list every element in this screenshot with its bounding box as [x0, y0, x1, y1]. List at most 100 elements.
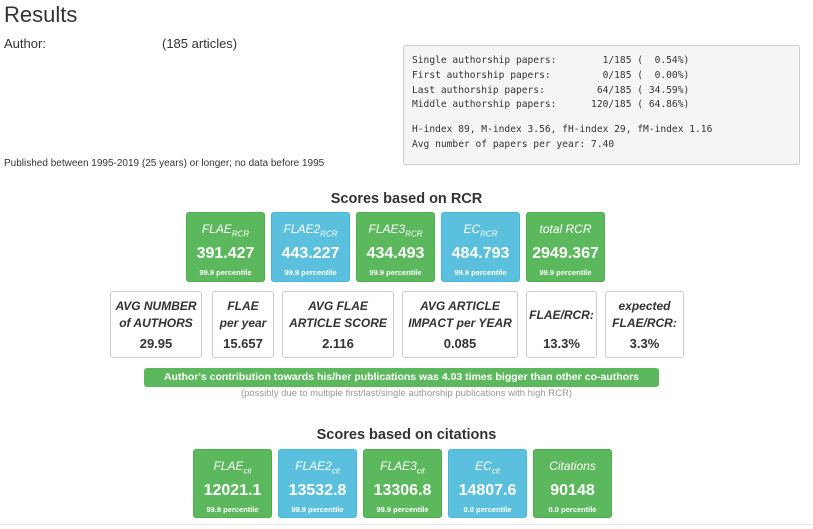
score-value: 90148 [550, 482, 595, 499]
score-tile: FLAE3RCR 434.493 99.9 percentile [356, 212, 435, 282]
stat-name-line: expected [618, 299, 671, 313]
score-subscript: cit [331, 466, 340, 476]
stat-value: 29.95 [139, 336, 173, 351]
score-tile: total RCR 2949.367 99.9 percentile [526, 212, 605, 282]
score-tile-name: Citations [549, 459, 596, 475]
stat-value: 0.085 [443, 336, 477, 351]
rcr-section-title: Scores based on RCR [330, 191, 483, 207]
score-name: Citations [549, 459, 596, 473]
stat-name-line: IMPACT per YEAR [408, 316, 512, 330]
stat-name: AVG FLAE ARTICLE SCORE [289, 297, 387, 333]
score-tile-name: FLAEcit [213, 459, 251, 475]
stat-name: AVG ARTICLE IMPACT per YEAR [408, 297, 512, 333]
score-percentile: 99.9 percentile [206, 505, 259, 514]
score-subscript: cit [416, 466, 425, 476]
score-name: FLAE [213, 459, 244, 473]
score-value: 443.227 [281, 245, 340, 262]
article-count: (185 articles) [162, 36, 238, 51]
score-value: 2949.367 [532, 245, 599, 262]
score-subscript: RCR [231, 229, 250, 239]
stat-name-line: FLAE/RCR: [529, 307, 594, 322]
stat-name: AVG NUMBER of AUTHORS [115, 297, 196, 333]
stat-value: 13.3% [543, 336, 580, 351]
score-value: 391.427 [196, 245, 255, 262]
score-percentile: 99.9 percentile [291, 505, 344, 514]
score-subscript: cit [243, 466, 252, 476]
stats-line: Single authorship papers: 1/185 ( 0.54%) [412, 55, 690, 66]
score-percentile: 99.9 percentile [369, 268, 422, 277]
score-name: FLAE [201, 222, 232, 236]
score-value: 12021.1 [203, 482, 262, 499]
score-name: EC [463, 222, 481, 236]
stat-value: 2.116 [322, 336, 354, 351]
score-percentile: 0.0 percentile [548, 505, 597, 514]
stat-box: expected FLAE/RCR: 3.3% [605, 291, 684, 358]
score-tile: FLAE2RCR 443.227 99.9 percentile [271, 212, 350, 282]
contribution-banner: Author's contribution towards his/her pu… [144, 368, 659, 387]
stat-name-line: of AUTHORS [119, 316, 193, 330]
stat-value: 3.3% [629, 336, 660, 351]
score-name: FLAE3 [368, 222, 406, 236]
stat-box: FLAE per year 15.657 [212, 291, 274, 358]
contribution-note: (possibly due to multiple first/last/sin… [240, 388, 573, 399]
stat-name: FLAE/RCR: [529, 297, 594, 333]
score-subscript: RCR [480, 229, 498, 239]
score-tile-name: FLAE2cit [295, 459, 340, 475]
score-tile: FLAEcit 12021.1 99.9 percentile [193, 449, 272, 518]
score-subscript: RCR [320, 229, 338, 239]
score-tile-name: total RCR [539, 222, 591, 238]
score-name: FLAE2 [295, 459, 332, 473]
score-value: 14807.6 [458, 482, 517, 499]
stat-name-line: FLAE [227, 299, 259, 313]
score-subscript: RCR [405, 229, 423, 239]
stats-line: Middle authorship papers: 120/185 ( 64.8… [412, 99, 690, 111]
author-label: Author: [4, 36, 46, 51]
score-tile: FLAE3cit 13306.8 99.9 percentile [363, 449, 442, 518]
stat-value: 15.657 [223, 336, 263, 351]
score-percentile: 99.9 percentile [376, 505, 429, 514]
stat-box: AVG NUMBER of AUTHORS 29.95 [110, 291, 202, 358]
stat-name-line: AVG NUMBER [115, 299, 197, 313]
stats-line: H-index 89, M-index 3.56, fH-index 29, f… [412, 124, 713, 136]
score-tile: FLAERCR 391.427 99.9 percentile [186, 212, 265, 282]
divider [0, 524, 813, 525]
score-tile: Citations 90148 0.0 percentile [533, 449, 612, 518]
score-tile: ECRCR 484.793 99.9 percentile [441, 212, 520, 282]
score-tile: FLAE2cit 13532.8 99.9 percentile [278, 449, 357, 518]
score-percentile: 99.9 percentile [454, 268, 507, 277]
stat-name-line: AVG ARTICLE [420, 299, 500, 313]
score-name: EC [475, 459, 492, 473]
publication-range: Published between 1995-2019 (25 years) o… [4, 158, 325, 169]
score-name: FLAE2 [283, 222, 321, 236]
citation-section-title: Scores based on citations [316, 427, 497, 443]
score-tile-name: FLAE2RCR [283, 222, 337, 238]
rcr-stat-boxes: AVG NUMBER of AUTHORS 29.95 FLAE per year 15.… [110, 291, 684, 358]
stats-line: Avg number of papers per year: 7.40 [412, 138, 615, 150]
score-value: 434.493 [366, 245, 425, 262]
score-tile: ECcit 14807.6 0.0 percentile [448, 449, 527, 518]
stat-name-line: per year [219, 316, 267, 330]
stat-name-line: FLAE/RCR: [612, 316, 677, 330]
stats-line: Last authorship papers: 64/185 ( 34.59%) [412, 84, 690, 96]
score-tile-name: FLAE3RCR [368, 222, 422, 238]
score-percentile: 0.0 percentile [463, 505, 512, 514]
page-title: Results [4, 2, 78, 27]
stat-box: AVG FLAE ARTICLE SCORE 2.116 [282, 291, 394, 358]
stats-line: First authorship papers: 0/185 ( 0.00%) [412, 69, 690, 81]
stat-box: AVG ARTICLE IMPACT per YEAR 0.085 [402, 291, 518, 358]
score-percentile: 99.9 percentile [539, 268, 592, 277]
score-tile-name: ECcit [475, 459, 500, 475]
score-name: total RCR [539, 222, 592, 236]
score-value: 13532.8 [288, 482, 347, 499]
stat-name: FLAE per year [220, 297, 267, 333]
score-value: 13306.8 [373, 482, 432, 499]
stat-name-line: ARTICLE SCORE [289, 316, 387, 330]
stat-name-line: AVG FLAE [308, 299, 368, 313]
rcr-score-tiles: FLAERCR 391.427 99.9 percentile FLAE2RCR 443… [186, 212, 605, 282]
authorship-stats-box: Single authorship papers: 1/185 ( 0.54%)… [403, 45, 800, 165]
score-tile-name: ECRCR [463, 222, 497, 238]
score-tile-name: FLAE3cit [380, 459, 425, 475]
stat-box: FLAE/RCR: 13.3% [526, 291, 597, 358]
citation-score-tiles: FLAEcit 12021.1 99.9 percentile FLAE2cit 135… [193, 449, 612, 518]
score-value: 484.793 [451, 245, 510, 262]
